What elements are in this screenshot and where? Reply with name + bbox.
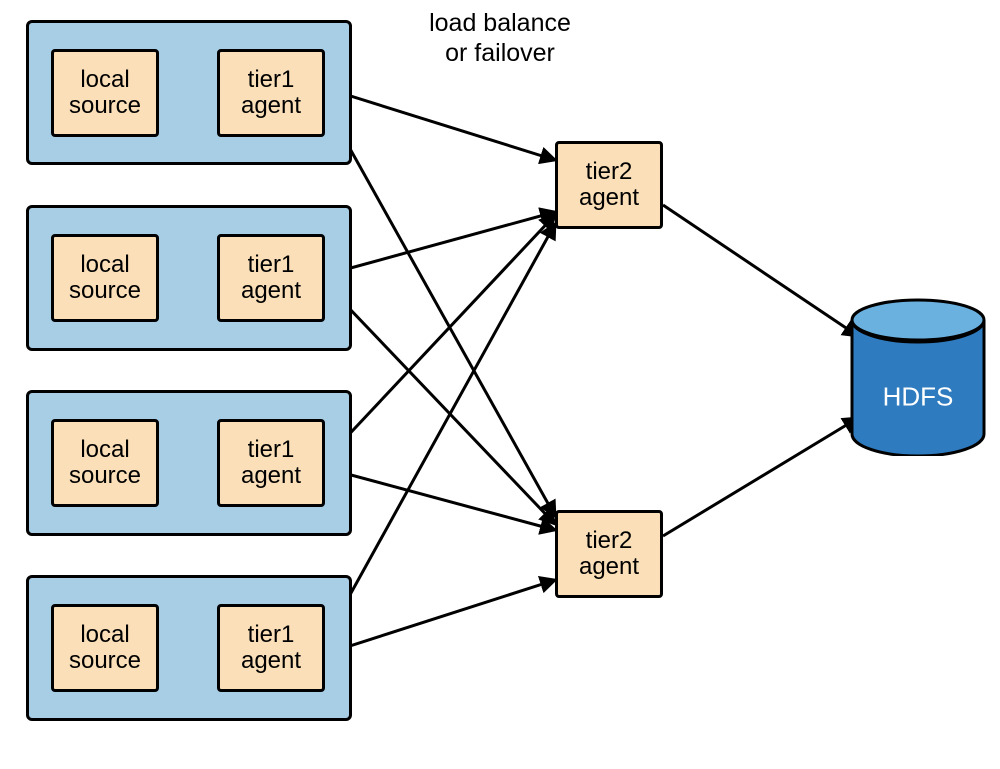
node-t2a: tier2agent [555,141,663,229]
node-label: tier2agent [579,159,639,212]
node-t1d: tier1agent [217,604,325,692]
node-ls2: localsource [51,234,159,322]
edge-4 [325,88,555,160]
node-t1a: tier1agent [217,49,325,137]
cylinder-label: HDFS [883,381,954,411]
node-t2b: tier2agent [555,510,663,598]
node-label: tier2agent [579,528,639,581]
node-label: localsource [69,252,141,305]
node-label: localsource [69,622,141,675]
node-ls4: localsource [51,604,159,692]
diagram-title: load balance or failover [400,8,600,68]
diagram-canvas: load balance or failover localsource tier… [0,0,1000,769]
title-line1: load balance [429,9,571,37]
title-line2: or failover [445,39,555,67]
node-t1c: tier1agent [217,419,325,507]
node-label: localsource [69,67,141,120]
node-label: tier1agent [241,67,301,120]
edge-5 [325,212,555,275]
node-label: localsource [69,437,141,490]
node-label: tier1agent [241,252,301,305]
node-t1b: tier1agent [217,234,325,322]
node-label: tier1agent [241,622,301,675]
node-hdfs: HDFS [850,298,986,456]
edge-8 [325,104,555,516]
edge-6 [325,215,555,460]
cylinder-icon: HDFS [850,298,986,456]
node-ls3: localsource [51,419,159,507]
edge-11 [325,580,555,654]
edge-9 [325,283,555,524]
edge-10 [325,468,555,530]
node-label: tier1agent [241,437,301,490]
edge-7 [325,224,555,640]
node-ls1: localsource [51,49,159,137]
edge-12 [663,205,858,336]
edge-13 [663,418,858,536]
